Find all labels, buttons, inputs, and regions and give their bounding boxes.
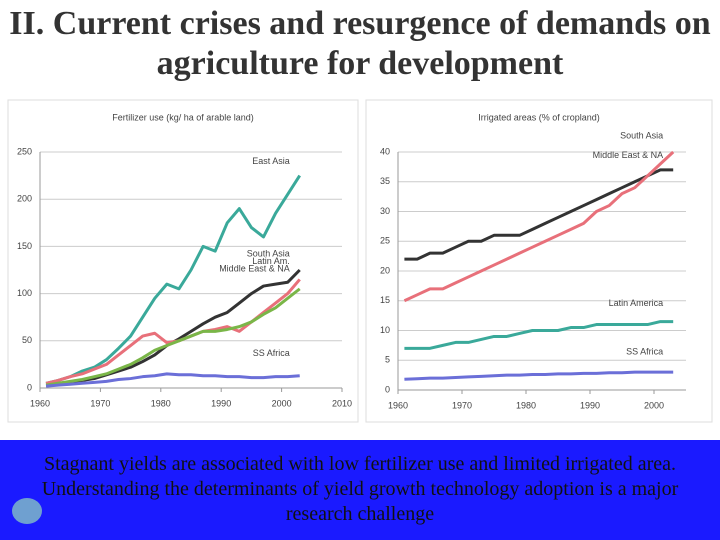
panel <box>365 99 713 423</box>
x-tick-label: 2010 <box>332 398 352 408</box>
series-label: SS Africa <box>626 347 663 357</box>
series-label: SS Africa <box>253 348 290 358</box>
series-label: South Asia <box>247 248 290 258</box>
y-tick-label: 100 <box>17 288 32 298</box>
x-tick-label: 1990 <box>211 398 231 408</box>
charts: Fertilizer use (kg/ ha of arable land) 0 5… <box>7 99 713 423</box>
x-tick-label: 1960 <box>388 400 408 410</box>
y-tick-label: 25 <box>380 236 390 246</box>
slide-title: II. Current crises and resurgence of dem… <box>9 5 711 82</box>
y-tick-label: 15 <box>380 295 390 305</box>
footer-text: Stagnant yields are associated with low … <box>41 453 679 525</box>
series-label: Middle East & NA <box>593 150 664 160</box>
series-line <box>45 372 300 388</box>
y-tick-label: 35 <box>380 176 390 186</box>
y-tick-label: 30 <box>380 206 390 216</box>
x-tick-label: 1970 <box>452 400 472 410</box>
x-tick-label: 1980 <box>151 398 171 408</box>
y-tick-label: 50 <box>22 335 32 345</box>
y-tick-label: 40 <box>380 146 390 156</box>
series-label: Middle East & NA <box>219 263 290 273</box>
y-tick-label: 0 <box>27 382 32 392</box>
series-label: Latin America <box>609 298 664 308</box>
series-line <box>45 174 301 385</box>
series-line <box>404 168 674 261</box>
series-label: South Asia <box>620 130 663 140</box>
x-tick-label: 2000 <box>644 400 664 410</box>
chart-title: Irrigated areas (% of cropland) <box>478 112 600 122</box>
panel <box>7 99 359 423</box>
y-tick-label: 10 <box>380 325 390 335</box>
y-tick-label: 5 <box>385 355 390 365</box>
x-tick-label: 1990 <box>580 400 600 410</box>
footer: Stagnant yields are associated with low … <box>0 440 720 540</box>
series-line <box>45 287 301 387</box>
x-tick-label: 1960 <box>30 398 50 408</box>
y-tick-label: 200 <box>17 194 32 204</box>
logo <box>12 498 42 524</box>
x-tick-label: 1980 <box>516 400 536 410</box>
x-tick-label: 1970 <box>90 398 110 408</box>
series-line <box>403 150 675 303</box>
series-line <box>404 370 674 381</box>
y-tick-label: 250 <box>17 146 32 156</box>
x-tick-label: 2000 <box>272 398 292 408</box>
series-label: Latin Am. <box>252 256 290 266</box>
series-line <box>404 320 674 350</box>
y-tick-label: 150 <box>17 241 32 251</box>
y-tick-label: 0 <box>385 384 390 394</box>
series-label: East Asia <box>252 156 290 166</box>
y-tick-label: 20 <box>380 265 390 275</box>
chart-title: Fertilizer use (kg/ ha of arable land) <box>112 112 254 122</box>
